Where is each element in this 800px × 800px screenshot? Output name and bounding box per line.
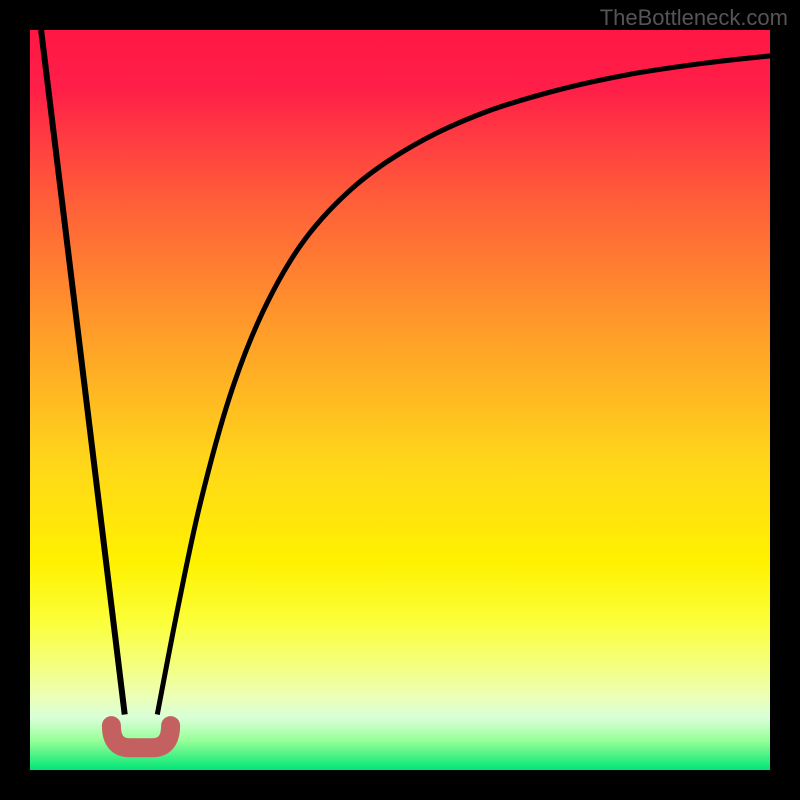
chart-svg: [0, 0, 800, 800]
bottleneck-chart: TheBottleneck.com: [0, 0, 800, 800]
plot-background: [30, 30, 770, 770]
watermark-text: TheBottleneck.com: [600, 5, 788, 31]
